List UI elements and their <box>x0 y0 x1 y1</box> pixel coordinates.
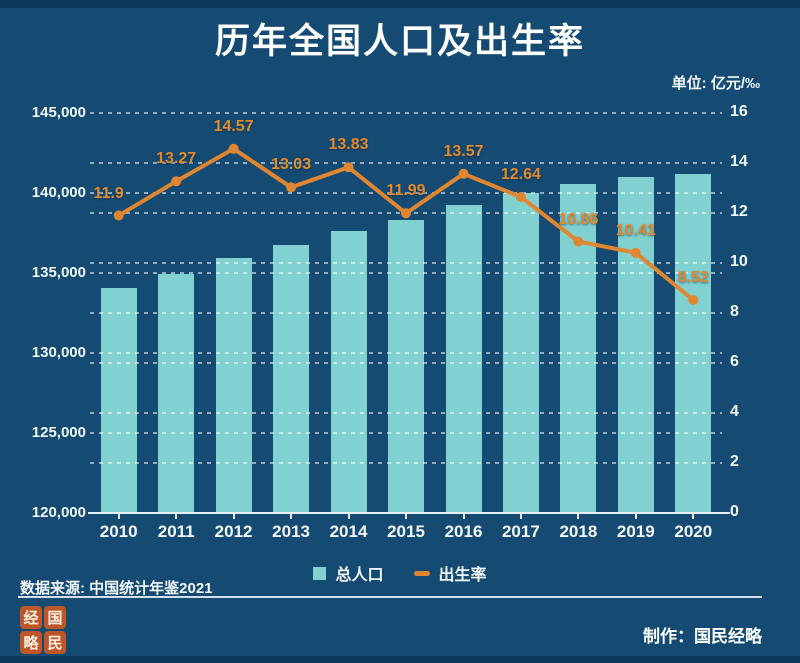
x-axis-line <box>88 512 730 514</box>
x-axis-tick <box>117 514 120 519</box>
x-axis-tick <box>577 514 580 519</box>
birthrate-point-2013 <box>286 182 297 193</box>
x-tick-label: 2014 <box>329 522 368 541</box>
grid-line <box>90 312 722 314</box>
x-axis-tick <box>519 514 522 519</box>
x-tick-label: 2012 <box>214 522 253 541</box>
right-axis-label: 14 <box>730 153 748 170</box>
x-axis-tick <box>405 514 407 519</box>
grid-line <box>90 462 722 464</box>
x-tick-label: 2015 <box>387 522 425 541</box>
right-axis-label: 0 <box>730 503 739 520</box>
grid-line <box>90 362 722 364</box>
x-axis-tick <box>347 514 350 519</box>
x-axis-tick <box>692 514 695 519</box>
left-axis-label: 135,000 <box>31 264 86 281</box>
seal-char: 略 <box>20 631 42 654</box>
birthrate-value-label: 12.64 <box>500 166 541 183</box>
x-axis-tick <box>175 514 178 519</box>
x-tick-label: 2010 <box>99 522 138 541</box>
right-axis-label: 4 <box>730 403 739 420</box>
x-axis-tick <box>232 514 235 519</box>
grid-line <box>90 212 722 214</box>
birthrate-value-label: 8.52 <box>677 269 709 286</box>
x-tick-label: 2018 <box>559 522 598 541</box>
grid-line <box>90 262 722 264</box>
x-tick-label: 2016 <box>444 522 483 541</box>
seal-char: 民 <box>44 631 66 654</box>
birthrate-value-label: 11.99 <box>386 182 426 200</box>
seal-char: 国 <box>44 606 66 629</box>
legend-label-birthrate: 出生率 <box>438 567 487 584</box>
left-axis-label: 145,000 <box>31 104 86 121</box>
x-axis-tick <box>462 514 465 519</box>
right-axis-label: 12 <box>730 203 748 220</box>
data-source-text: 数据来源: 中国统计年鉴2021 <box>20 580 213 597</box>
birthrate-point-2011 <box>171 176 182 187</box>
top-strip <box>0 0 800 8</box>
grid-line <box>90 412 722 414</box>
birthrate-value-label: 10.41 <box>615 221 656 239</box>
right-axis-label: 16 <box>730 103 748 120</box>
legend-item-birthrate: 出生率 <box>413 561 487 585</box>
credit-text: 制作：国民经略 <box>643 627 762 646</box>
right-axis-label: 6 <box>730 353 739 370</box>
birthrate-value-label: 14.57 <box>213 117 254 135</box>
right-axis-label: 2 <box>730 453 739 470</box>
x-tick-label: 2020 <box>674 522 713 541</box>
chart-title: 历年全国人口及出生率 <box>214 22 585 61</box>
grid-line <box>90 432 722 434</box>
birthrate-value-label: 10.86 <box>558 210 599 228</box>
right-axis-label: 8 <box>730 303 739 320</box>
x-axis-tick <box>290 514 293 519</box>
unit-label: 单位: 亿元/‰ <box>671 75 760 92</box>
x-tick-label: 2017 <box>501 522 540 541</box>
left-axis-label: 140,000 <box>31 184 86 201</box>
birthrate-value-label: 13.57 <box>443 142 484 160</box>
legend-label-population: 总人口 <box>335 567 384 584</box>
left-axis-label: 125,000 <box>31 424 86 441</box>
grid-line <box>90 272 722 274</box>
birthrate-point-2016 <box>458 168 469 179</box>
x-tick-label: 2011 <box>157 522 195 541</box>
left-axis-label: 130,000 <box>31 344 86 361</box>
birthrate-value-label: 13.27 <box>156 150 197 168</box>
seal-char: 经 <box>20 606 42 629</box>
legend: 总人口 出生率 <box>0 561 800 585</box>
birthrate-value-label: 13.83 <box>328 136 369 154</box>
x-axis-tick <box>634 514 637 519</box>
population-bar-2016 <box>445 205 482 513</box>
birthrate-value-label: 13.03 <box>271 156 312 174</box>
birthrate-swatch-icon <box>413 570 430 576</box>
population-bar-2012 <box>215 258 252 513</box>
publisher-seal-logo: 经 国 略 民 <box>20 606 66 654</box>
x-tick-label: 2019 <box>616 522 655 541</box>
bottom-strip <box>0 656 800 663</box>
legend-item-population: 总人口 <box>313 561 384 585</box>
x-tick-label: 2013 <box>272 522 310 541</box>
grid-line <box>90 112 722 114</box>
birthrate-value-label: 11.9 <box>93 184 124 202</box>
left-axis-label: 120,000 <box>31 504 86 521</box>
birthrate-point-2012 <box>228 143 239 154</box>
population-bar-2010 <box>100 287 137 513</box>
population-bar-2013 <box>273 245 310 513</box>
right-axis-label: 10 <box>730 253 748 270</box>
footer-divider <box>18 596 762 598</box>
grid-line <box>90 352 722 354</box>
population-swatch-icon <box>313 566 327 580</box>
population-bar-2011 <box>158 274 195 513</box>
